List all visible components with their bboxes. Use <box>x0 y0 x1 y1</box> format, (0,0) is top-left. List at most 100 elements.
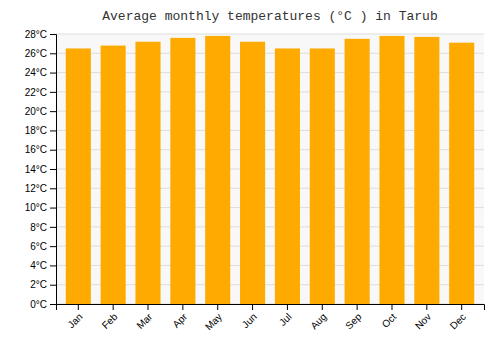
y-tick: 20°C <box>25 106 56 117</box>
chart-svg: 0°C 2°C 4°C 6°C 8°C 10°C 12°C 14°C 16°C 18°C 20°C 2… <box>0 0 500 350</box>
x-tick-mark <box>113 304 114 310</box>
bar <box>240 42 265 304</box>
bars <box>66 36 474 304</box>
x-tick-mark <box>426 304 427 310</box>
y-tick: 2°C <box>30 279 56 290</box>
x-tick: Dec <box>448 304 468 331</box>
bar <box>170 38 195 304</box>
x-tick-mark <box>148 304 149 310</box>
x-axis-line <box>57 305 485 311</box>
chart-container: 0°C 2°C 4°C 6°C 8°C 10°C 12°C 14°C 16°C 18°C 20°C 2… <box>0 0 500 350</box>
y-tick-mark <box>50 73 56 74</box>
plot: 0°C 2°C 4°C 6°C 8°C 10°C 12°C 14°C 16°C 18°C 20°C 2… <box>25 29 485 333</box>
grid <box>56 34 484 304</box>
x-tick-label: Jan <box>65 311 84 330</box>
x-tick-mark <box>217 304 218 310</box>
y-tick-mark <box>50 92 56 93</box>
title: Average monthly temperatures (°C ) in Ta… <box>102 9 437 24</box>
x-tick-label: Feb <box>100 311 120 331</box>
y-tick-label: 22°C <box>25 87 47 98</box>
y-tick-mark <box>50 169 56 170</box>
y-tick-label: 0°C <box>30 299 47 310</box>
bar <box>101 46 126 304</box>
y-tick-mark <box>50 227 56 228</box>
y-tick-mark <box>50 188 56 189</box>
x-tick: Jul <box>277 304 294 328</box>
y-tick: 4°C <box>30 260 56 271</box>
x-tick-label: Mar <box>134 311 154 331</box>
y-tick: 18°C <box>25 125 56 136</box>
x-tick-mark <box>391 304 392 310</box>
y-tick-mark <box>50 130 56 131</box>
y-tick-mark <box>50 265 56 266</box>
y-tick-label: 14°C <box>25 164 47 175</box>
y-tick: 12°C <box>25 183 56 194</box>
x-tick: Nov <box>413 304 433 331</box>
x-tick: May <box>203 304 224 332</box>
x-tick-mark <box>461 304 462 310</box>
y-tick-label: 28°C <box>25 29 47 40</box>
y-tick: 24°C <box>25 67 56 78</box>
bar <box>310 48 335 304</box>
x-tick: Apr <box>170 304 189 330</box>
y-tick-mark <box>50 285 56 286</box>
x-tick-label: Sep <box>343 311 364 332</box>
y-tick: 22°C <box>25 87 56 98</box>
x-tick-mark <box>182 304 183 310</box>
y-tick-label: 2°C <box>30 279 47 290</box>
x-tick: Feb <box>100 304 120 331</box>
x-tick-label: May <box>203 311 224 332</box>
grid-line <box>56 34 484 35</box>
x-tick-mark <box>252 304 253 310</box>
y-tick: 8°C <box>30 222 56 233</box>
y-tick-label: 10°C <box>25 202 47 213</box>
x-tick-label: Jul <box>277 311 294 328</box>
y-tick-label: 18°C <box>25 125 47 136</box>
x-tick-mark <box>287 304 288 310</box>
y-tick-label: 8°C <box>30 222 47 233</box>
x-tick-mark <box>78 304 79 310</box>
bar <box>345 39 370 304</box>
x-axis: Jan Feb Mar Apr May Jun Jul Aug Sep Oct Nov Dec <box>57 304 485 332</box>
y-tick: 0°C <box>30 299 56 310</box>
bar <box>66 48 91 304</box>
y-tick: 10°C <box>25 202 56 213</box>
x-tick: Jun <box>240 304 259 330</box>
x-tick: Aug <box>308 304 328 331</box>
y-tick: 14°C <box>25 164 56 175</box>
x-tick-label: Aug <box>308 311 328 331</box>
y-tick-mark <box>50 304 56 305</box>
y-tick: 28°C <box>25 29 56 40</box>
y-tick-mark <box>50 150 56 151</box>
y-tick-mark <box>50 34 56 35</box>
y-tick-mark <box>50 111 56 112</box>
y-axis-line <box>50 35 57 305</box>
plot-background <box>56 34 484 304</box>
y-tick-label: 20°C <box>25 106 47 117</box>
bar <box>379 36 404 304</box>
y-tick-label: 4°C <box>30 260 47 271</box>
y-tick: 26°C <box>25 48 56 59</box>
bar <box>205 36 230 304</box>
x-tick-label: Nov <box>413 311 433 331</box>
x-tick-mark <box>322 304 323 310</box>
bar <box>275 48 300 304</box>
x-tick: Jan <box>65 304 84 330</box>
bar <box>135 42 160 304</box>
y-tick-label: 12°C <box>25 183 47 194</box>
x-tick: Mar <box>134 304 154 331</box>
x-tick-label: Jun <box>240 311 259 330</box>
bar <box>449 43 474 304</box>
y-tick-mark <box>50 53 56 54</box>
y-tick-label: 16°C <box>25 144 47 155</box>
y-tick-label: 26°C <box>25 48 47 59</box>
x-tick-mark <box>357 304 358 310</box>
y-tick: 6°C <box>30 241 56 252</box>
x-tick: Sep <box>343 304 364 331</box>
y-axis: 0°C 2°C 4°C 6°C 8°C 10°C 12°C 14°C 16°C 18°C 20°C 2… <box>25 29 57 310</box>
y-tick-label: 6°C <box>30 241 47 252</box>
y-tick: 16°C <box>25 144 56 155</box>
x-tick-label: Apr <box>170 311 189 330</box>
x-tick-label: Oct <box>380 311 399 330</box>
y-tick-mark <box>50 208 56 209</box>
